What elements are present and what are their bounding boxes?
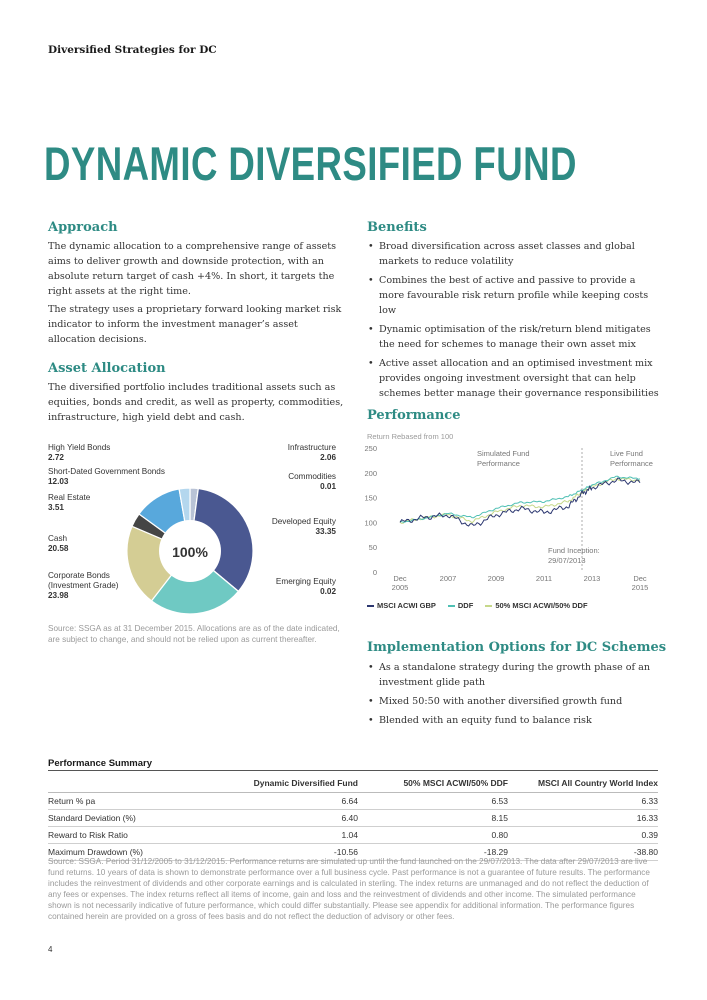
- table-cell: 6.64: [208, 792, 358, 810]
- y-tick-label: 100: [364, 518, 377, 527]
- approach-paragraph-1: The dynamic allocation to a comprehensiv…: [48, 241, 337, 297]
- implementation-list: As a standalone strategy during the grow…: [367, 660, 663, 732]
- benefits-heading: Benefits: [367, 220, 427, 235]
- label-corporate-bonds: Corporate Bonds (Investment Grade) 23.98: [48, 571, 119, 600]
- table-cell: -10.56: [208, 843, 358, 861]
- table-row: Reward to Risk Ratio 1.04 0.80 0.39: [48, 826, 658, 844]
- x-tick-label: 2011: [536, 574, 552, 583]
- label-emerging-equity: Emerging Equity 0.02: [275, 577, 336, 596]
- asset-allocation-paragraph: The diversified portfolio includes tradi…: [48, 382, 344, 423]
- page-title: DYNAMIC DIVERSIFIED FUND: [44, 137, 577, 190]
- implementation-heading: Implementation Options for DC Schemes: [367, 640, 667, 655]
- x-tick-label: 2007: [440, 574, 457, 583]
- live-annotation-2: Performance: [610, 459, 653, 468]
- label-commodities: Commodities 0.01: [288, 472, 336, 491]
- implementation-item: As a standalone strategy during the grow…: [367, 660, 663, 690]
- pie-slice-corporate-bonds-investment-grade: [150, 550, 240, 615]
- pie-slice-developed-equity: [189, 487, 254, 593]
- running-head: Diversified Strategies for DC: [48, 44, 217, 56]
- table-cell: -18.29: [358, 843, 508, 861]
- benefit-item: Active asset allocation and an optimised…: [367, 356, 663, 401]
- page-number: 4: [48, 945, 53, 954]
- label-short-dated: Short-Dated Government Bonds 12.03: [48, 467, 165, 486]
- inception-annotation-1: Fund Inception:: [548, 546, 600, 555]
- benefit-item: Combines the best of active and passive …: [367, 273, 663, 318]
- implementation-item: Blended with an equity fund to balance r…: [367, 713, 663, 728]
- summary-footnote: Source: SSGA. Period 31/12/2005 to 31/12…: [48, 857, 650, 921]
- table-cell: 8.15: [358, 809, 508, 827]
- column-header: MSCI All Country World Index: [508, 774, 658, 793]
- row-label: Standard Deviation (%): [48, 809, 208, 827]
- table-row: Return % pa 6.64 6.53 6.33: [48, 792, 658, 810]
- column-header: 50% MSCI ACWI/50% DDF: [358, 774, 508, 793]
- allocation-source-note: Source: SSGA as at 31 December 2015. All…: [48, 624, 340, 644]
- legend-item-ddf: DDF: [447, 601, 473, 610]
- pie-center-label: 100%: [172, 544, 208, 560]
- table-cell: 0.39: [508, 826, 658, 844]
- table-cell: -38.80: [508, 843, 658, 861]
- column-header: [48, 774, 208, 793]
- legend-item-msci: MSCI ACWI GBP: [367, 601, 436, 610]
- simulated-annotation-2: Performance: [477, 459, 520, 468]
- series-line-msci-acwi-gbp: [399, 477, 641, 527]
- legend-swatch: [485, 605, 493, 607]
- approach-heading: Approach: [48, 220, 118, 235]
- chart-legend: MSCI ACWI GBP DDF 50% MSCI ACWI/50% DDF: [367, 601, 588, 610]
- benefit-item: Dynamic optimisation of the risk/return …: [367, 322, 663, 352]
- label-infrastructure: Infrastructure 2.06: [287, 443, 336, 462]
- summary-rule: [48, 770, 658, 771]
- y-tick-label: 150: [364, 494, 377, 503]
- legend-swatch: [367, 605, 374, 607]
- implementation-item: Mixed 50:50 with another diversified gro…: [367, 694, 663, 709]
- row-label: Reward to Risk Ratio: [48, 826, 208, 844]
- label-high-yield: High Yield Bonds 2.72: [48, 443, 111, 462]
- chart-subtitle: Return Rebased from 100: [367, 432, 454, 441]
- benefits-list: Broad diversification across asset class…: [367, 239, 663, 405]
- live-annotation-1: Live Fund: [610, 449, 643, 458]
- table-row: Maximum Drawdown (%) -10.56 -18.29 -38.8…: [48, 843, 658, 861]
- table-cell: 1.04: [208, 826, 358, 844]
- x-tick-label: 2015: [632, 583, 649, 592]
- column-header: Dynamic Diversified Fund: [208, 774, 358, 793]
- label-developed-equity: Developed Equity 33.35: [271, 517, 336, 536]
- performance-heading: Performance: [367, 408, 461, 423]
- table-cell: 6.53: [358, 792, 508, 810]
- row-label: Return % pa: [48, 792, 208, 810]
- x-tick-label: Dec: [633, 574, 647, 583]
- y-tick-label: 50: [369, 543, 377, 552]
- legend-swatch: [447, 605, 455, 607]
- table-row: Standard Deviation (%) 6.40 8.15 16.33: [48, 809, 658, 827]
- x-tick-label: 2013: [584, 574, 601, 583]
- table-cell: 0.80: [358, 826, 508, 844]
- table-cell: 6.40: [208, 809, 358, 827]
- table-cell: 6.33: [508, 792, 658, 810]
- label-cash: Cash 20.58: [48, 534, 69, 553]
- asset-allocation-pie-chart: 100%: [126, 487, 254, 615]
- y-tick-label: 0: [373, 568, 377, 577]
- approach-paragraph-2: The strategy uses a proprietary forward …: [48, 304, 342, 345]
- label-real-estate: Real Estate 3.51: [48, 493, 91, 512]
- performance-summary-table: Dynamic Diversified Fund 50% MSCI ACWI/5…: [48, 774, 658, 861]
- row-label: Maximum Drawdown (%): [48, 843, 208, 861]
- simulated-annotation-1: Simulated Fund: [477, 449, 530, 458]
- benefit-item: Broad diversification across asset class…: [367, 239, 663, 269]
- summary-heading: Performance Summary: [48, 758, 153, 769]
- pie-center-hole: [159, 520, 221, 582]
- table-header-row: Dynamic Diversified Fund 50% MSCI ACWI/5…: [48, 774, 658, 793]
- table-cell: 16.33: [508, 809, 658, 827]
- y-tick-label: 250: [364, 444, 377, 453]
- legend-item-blend: 50% MSCI ACWI/50% DDF: [485, 601, 588, 610]
- x-tick-label: 2005: [392, 583, 409, 592]
- x-tick-label: Dec: [393, 574, 407, 583]
- series-line-50-msci-acwi-50-ddf: [399, 477, 641, 524]
- series-line-ddf: [399, 475, 641, 523]
- y-tick-label: 200: [364, 469, 377, 478]
- x-tick-label: 2009: [488, 574, 505, 583]
- asset-allocation-heading: Asset Allocation: [48, 361, 166, 376]
- inception-annotation-2: 29/07/2013: [548, 556, 586, 565]
